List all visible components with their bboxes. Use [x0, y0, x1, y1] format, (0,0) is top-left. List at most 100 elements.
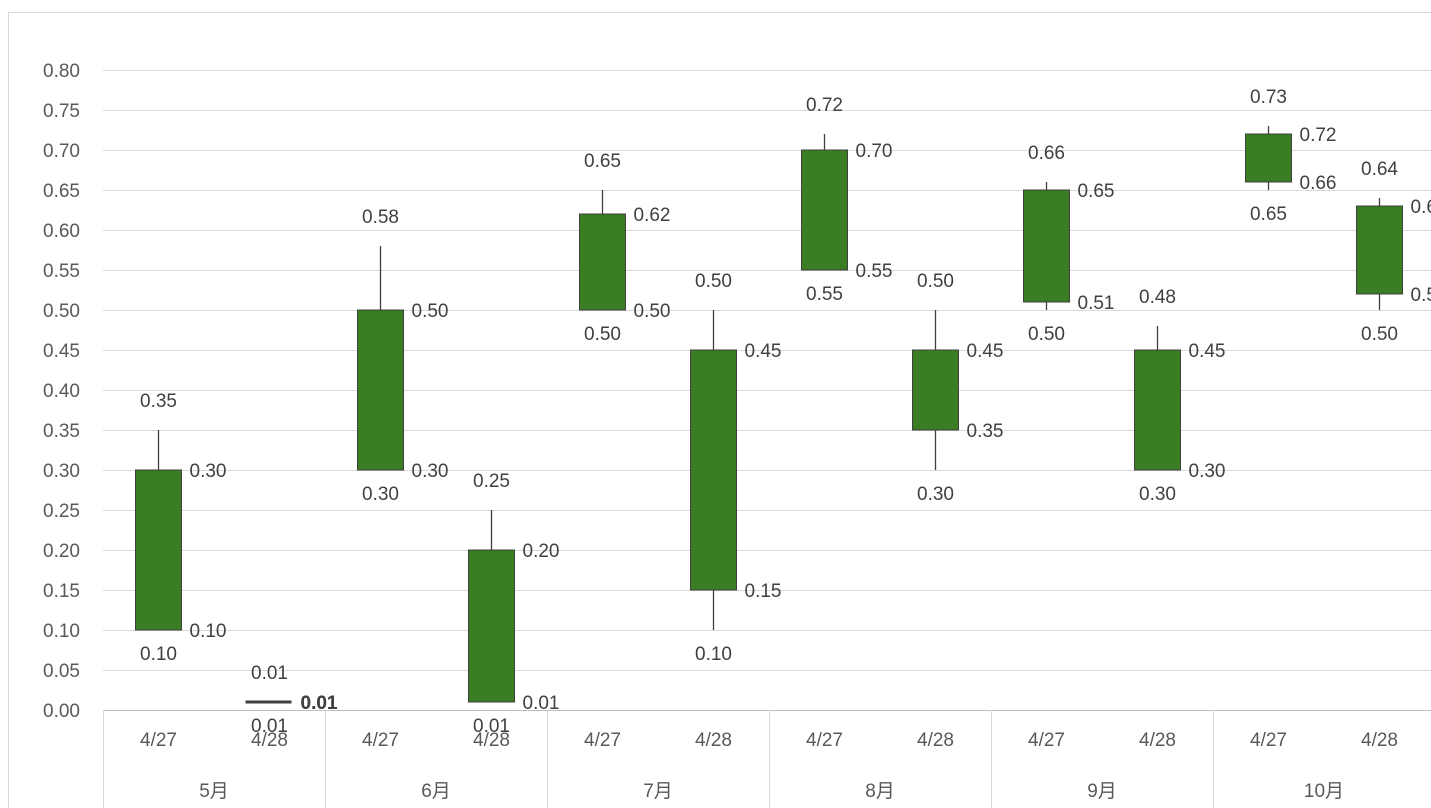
label-close: 0.62 — [634, 205, 671, 226]
label-open: 0.30 — [412, 461, 449, 482]
group-label: 10月 — [1304, 781, 1344, 802]
label-close: 0.50 — [412, 301, 449, 322]
y-tick-label: 0.55 — [43, 261, 80, 282]
category-label: 4/27 — [362, 730, 399, 751]
gridlines — [103, 70, 1431, 671]
label-low: 0.50 — [1361, 324, 1398, 345]
label-open: 0.55 — [856, 261, 893, 282]
label-high: 0.50 — [695, 271, 732, 292]
label-close: 0.70 — [856, 141, 893, 162]
y-axis-ticks: 0.00 0.05 0.10 0.15 0.20 0.25 0.30 0.35 0.40 0.45… — [43, 61, 80, 722]
group-label: 8月 — [865, 781, 895, 802]
label-open: 0.01 — [523, 693, 560, 714]
candle — [468, 510, 515, 703]
label-low: 0.01 — [251, 716, 288, 737]
x-axis: 5月 4/27 4/28 6月 4/27 4/28 7月 4/27 4/28 8月 4/27 4/28… — [103, 710, 1431, 808]
label-open: 0.66 — [1300, 173, 1337, 194]
candle-body — [1245, 133, 1292, 183]
label-high: 0.01 — [251, 663, 288, 684]
label-close: 0.20 — [523, 541, 560, 562]
candle — [690, 310, 737, 630]
candle — [357, 246, 404, 471]
label-close: 0.45 — [1189, 341, 1226, 362]
category-label: 4/27 — [584, 730, 621, 751]
label-open: 0.35 — [967, 421, 1004, 442]
label-low: 0.30 — [917, 484, 954, 505]
label-high: 0.48 — [1139, 287, 1176, 308]
group-label: 6月 — [421, 781, 451, 802]
candle-body — [912, 349, 959, 431]
label-high: 0.25 — [473, 471, 510, 492]
y-tick-label: 0.40 — [43, 381, 80, 402]
label-open: 0.50 — [634, 301, 671, 322]
y-tick-label: 0.70 — [43, 141, 80, 162]
label-low: 0.50 — [1028, 324, 1065, 345]
group-label: 9月 — [1087, 781, 1117, 802]
label-open: 0.51 — [1078, 293, 1115, 314]
y-tick-label: 0.10 — [43, 621, 80, 642]
y-tick-label: 0.65 — [43, 181, 80, 202]
candle — [801, 134, 848, 271]
candle-body — [468, 549, 515, 703]
category-label: 4/27 — [140, 730, 177, 751]
candle — [1245, 126, 1292, 190]
category-label: 4/28 — [251, 730, 288, 751]
y-tick-label: 0.25 — [43, 501, 80, 522]
candle-body — [801, 149, 848, 271]
y-tick-label: 0.35 — [43, 421, 80, 442]
label-low: 0.30 — [1139, 484, 1176, 505]
category-label: 4/28 — [473, 730, 510, 751]
category-label: 4/28 — [695, 730, 732, 751]
label-close: 0.63 — [1411, 197, 1431, 218]
y-tick-label: 0.15 — [43, 581, 80, 602]
label-high: 0.65 — [584, 151, 621, 172]
label-close: 0.65 — [1078, 181, 1115, 202]
category-label: 4/27 — [1028, 730, 1065, 751]
label-low: 0.50 — [584, 324, 621, 345]
category-label: 4/28 — [1361, 730, 1398, 751]
candle — [1134, 326, 1181, 471]
label-open: 0.30 — [1189, 461, 1226, 482]
candle-body — [690, 349, 737, 591]
candle — [1023, 182, 1070, 310]
y-tick-label: 0.60 — [43, 221, 80, 242]
y-tick-label: 0.50 — [43, 301, 80, 322]
candle-body — [135, 469, 182, 631]
candle — [579, 190, 626, 311]
label-low: 0.55 — [806, 284, 843, 305]
label-close: 0.01 — [301, 693, 338, 714]
y-tick-label: 0.45 — [43, 341, 80, 362]
group-label: 5月 — [199, 781, 229, 802]
label-low: 0.30 — [362, 484, 399, 505]
label-open: 0.52 — [1411, 285, 1431, 306]
label-high: 0.66 — [1028, 143, 1065, 164]
label-close: 0.45 — [745, 341, 782, 362]
y-tick-label: 0.30 — [43, 461, 80, 482]
candle — [912, 310, 959, 470]
category-label: 4/28 — [1139, 730, 1176, 751]
group-label: 7月 — [643, 781, 673, 802]
y-tick-label: 0.00 — [43, 701, 80, 722]
category-label: 4/27 — [806, 730, 843, 751]
label-low: 0.65 — [1250, 204, 1287, 225]
label-open: 0.10 — [190, 621, 227, 642]
label-high: 0.64 — [1361, 159, 1398, 180]
label-high: 0.58 — [362, 207, 399, 228]
candle-body — [357, 309, 404, 471]
label-high: 0.72 — [806, 95, 843, 116]
y-tick-label: 0.75 — [43, 101, 80, 122]
label-open: 0.15 — [745, 581, 782, 602]
label-high: 0.50 — [917, 271, 954, 292]
candle-body — [1356, 205, 1403, 295]
label-high: 0.35 — [140, 391, 177, 412]
candles — [135, 126, 1403, 704]
data-labels: 0.35 0.10 0.30 0.10 0.01 0.01 0.01 0.01 0.58 0.30… — [140, 87, 1431, 737]
label-close: 0.72 — [1300, 125, 1337, 146]
y-tick-label: 0.80 — [43, 61, 80, 82]
label-low: 0.01 — [473, 716, 510, 737]
candle — [135, 430, 182, 631]
label-low: 0.10 — [695, 644, 732, 665]
label-low: 0.10 — [140, 644, 177, 665]
label-close: 0.30 — [190, 461, 227, 482]
